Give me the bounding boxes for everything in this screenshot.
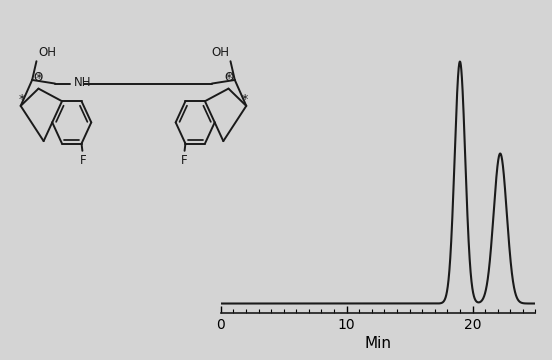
Text: *: * [242, 93, 248, 106]
Text: O: O [225, 71, 233, 84]
Text: *: * [19, 93, 25, 106]
Text: OH: OH [211, 46, 229, 59]
Text: F: F [181, 154, 187, 167]
X-axis label: Min: Min [365, 336, 391, 351]
Text: NH: NH [73, 76, 91, 89]
Text: *: * [225, 72, 232, 85]
Text: O: O [33, 71, 43, 84]
Text: OH: OH [38, 46, 56, 59]
Text: *: * [35, 72, 41, 85]
Text: F: F [79, 154, 86, 167]
